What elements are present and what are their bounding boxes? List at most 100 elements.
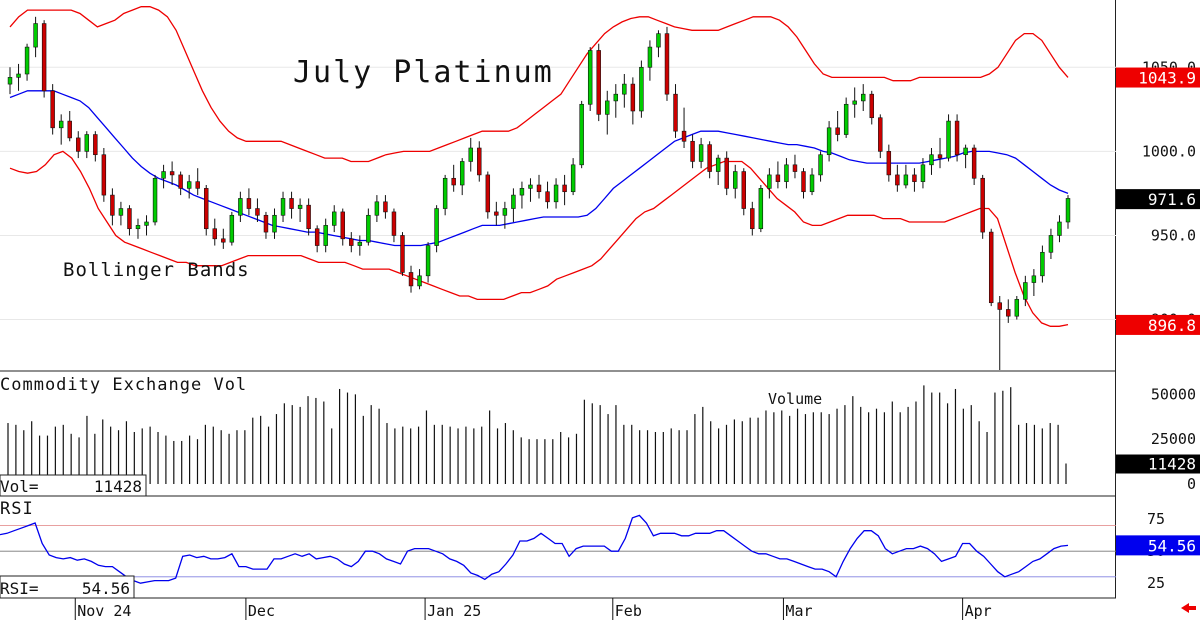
candle-body bbox=[84, 134, 90, 152]
volume-last-badge-value: 11428 bbox=[1148, 455, 1196, 474]
scroll-left-arrow-icon[interactable] bbox=[1181, 603, 1196, 613]
candle-body bbox=[58, 120, 64, 129]
candle-body bbox=[775, 174, 781, 182]
candle-body bbox=[314, 228, 320, 246]
candle-body bbox=[459, 161, 465, 186]
candle-body bbox=[1048, 235, 1054, 253]
middle-band-line bbox=[9, 90, 1069, 247]
volume-readout-value: 11428 bbox=[94, 477, 142, 496]
volume-panel-title: Commodity Exchange Vol bbox=[0, 375, 247, 395]
candle-body bbox=[698, 144, 704, 162]
lower-band-badge bbox=[1116, 314, 1200, 335]
candle-body bbox=[937, 154, 943, 159]
date-tick-label: Apr bbox=[965, 602, 992, 620]
candle-body bbox=[417, 275, 422, 287]
rsi-panel-title: RSI bbox=[0, 499, 34, 519]
candle-body bbox=[1006, 309, 1011, 317]
candle-body bbox=[545, 191, 550, 203]
volume-series-label: Volume bbox=[768, 390, 822, 408]
rsi-plot bbox=[0, 514, 1069, 584]
volume-tick-label: 25000 bbox=[1151, 430, 1196, 448]
candle-body bbox=[835, 127, 840, 135]
candle-body bbox=[400, 235, 405, 273]
bollinger-label: Bollinger Bands bbox=[63, 259, 250, 281]
rsi-tick-label: 25 bbox=[1147, 574, 1165, 592]
candle-body bbox=[690, 140, 695, 162]
candle-body bbox=[33, 23, 38, 48]
candle-body bbox=[681, 130, 687, 142]
candle-body bbox=[349, 238, 354, 246]
candle-body bbox=[553, 184, 559, 203]
candle-body bbox=[178, 174, 183, 189]
candle-body bbox=[878, 117, 883, 152]
candle-body bbox=[886, 151, 892, 176]
volume-tick-label: 0 bbox=[1187, 475, 1196, 493]
candle-body bbox=[733, 171, 738, 189]
candle-body bbox=[784, 164, 789, 182]
candle-body bbox=[519, 188, 525, 196]
candle-body bbox=[391, 211, 397, 236]
candle-body bbox=[946, 120, 951, 159]
candle-body bbox=[647, 46, 653, 68]
candle-body bbox=[613, 93, 619, 102]
rsi-axis: 75502554.56 bbox=[1116, 510, 1200, 592]
candle-body bbox=[664, 33, 670, 95]
candle-body bbox=[67, 120, 72, 139]
candle-body bbox=[118, 208, 124, 216]
candle-body bbox=[997, 302, 1002, 310]
candle-body bbox=[767, 174, 772, 189]
candle-body bbox=[528, 184, 533, 189]
candle-body bbox=[76, 137, 81, 152]
candle-body bbox=[110, 194, 115, 216]
lower-band-line bbox=[9, 150, 1069, 327]
candle-body bbox=[161, 171, 166, 179]
date-tick-label: Dec bbox=[248, 602, 275, 620]
candle-body bbox=[186, 181, 192, 189]
upper-band-badge-value: 1043.9 bbox=[1138, 69, 1196, 88]
candle-body bbox=[357, 241, 363, 246]
volume-readout-box bbox=[0, 474, 147, 497]
candle-body bbox=[920, 164, 926, 182]
candle-body bbox=[383, 201, 388, 213]
candle-body bbox=[511, 194, 516, 209]
candle-body bbox=[425, 245, 431, 277]
upper-band-line bbox=[9, 6, 1069, 163]
candle-body bbox=[477, 147, 482, 176]
candle-body bbox=[562, 184, 567, 193]
candle-body bbox=[596, 50, 601, 115]
lower-band-badge-value: 896.8 bbox=[1148, 316, 1196, 335]
candle-body bbox=[988, 231, 994, 304]
candle-body bbox=[408, 272, 414, 287]
price-tick-label: 1000.0 bbox=[1142, 142, 1196, 160]
candle-body bbox=[954, 120, 960, 156]
candle-body bbox=[1057, 221, 1062, 236]
candle-body bbox=[263, 214, 269, 233]
candle-body bbox=[1065, 198, 1071, 223]
price-grid bbox=[0, 66, 1116, 321]
candle-body bbox=[255, 208, 260, 216]
candle-body bbox=[340, 211, 345, 240]
candle-body bbox=[861, 93, 866, 102]
volume-bars bbox=[7, 385, 1067, 484]
candle-body bbox=[332, 211, 337, 226]
candle-body bbox=[494, 211, 499, 216]
candle-body bbox=[7, 77, 13, 85]
candle-body bbox=[221, 238, 226, 243]
candle-body bbox=[246, 198, 252, 209]
rsi-readout-label: RSI= bbox=[0, 579, 39, 598]
last-price-badge bbox=[1116, 189, 1200, 210]
candle-body bbox=[434, 208, 439, 246]
candle-body bbox=[451, 177, 456, 186]
candle-body bbox=[238, 198, 243, 216]
candle-body bbox=[1014, 299, 1020, 317]
chart-title: July Platinum bbox=[293, 55, 554, 90]
candle-body bbox=[468, 147, 473, 162]
candle-body bbox=[204, 188, 209, 230]
candle-body bbox=[280, 198, 286, 216]
candle-body bbox=[622, 83, 627, 95]
candle-body bbox=[792, 164, 798, 172]
last-price-badge-value: 971.6 bbox=[1148, 190, 1196, 209]
candle-body bbox=[297, 204, 303, 209]
candle-body bbox=[306, 204, 311, 230]
